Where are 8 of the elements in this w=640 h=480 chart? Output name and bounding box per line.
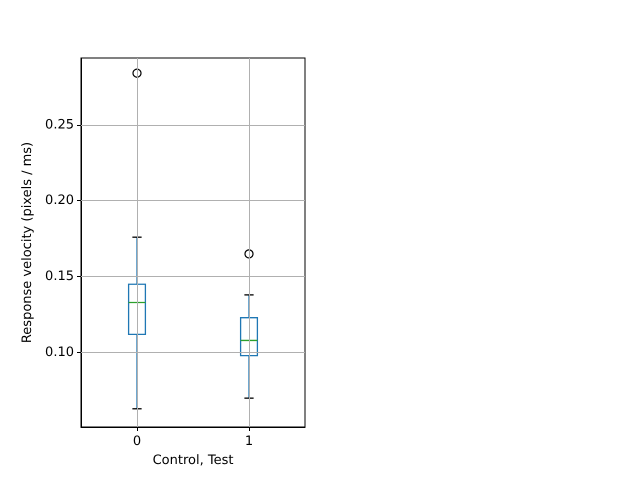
- y-axis-title: Response velocity (pixels / ms): [20, 142, 35, 344]
- x-tick-label: 1: [244, 434, 254, 449]
- y-tick-label: 0.10: [45, 345, 74, 360]
- x-tick-label: 0: [132, 434, 142, 449]
- y-tick-label: 0.15: [45, 269, 74, 284]
- x-axis-title: Control, Test: [152, 453, 234, 468]
- y-tick-label: 0.25: [45, 117, 74, 132]
- y-tick-label: 0.20: [45, 193, 74, 208]
